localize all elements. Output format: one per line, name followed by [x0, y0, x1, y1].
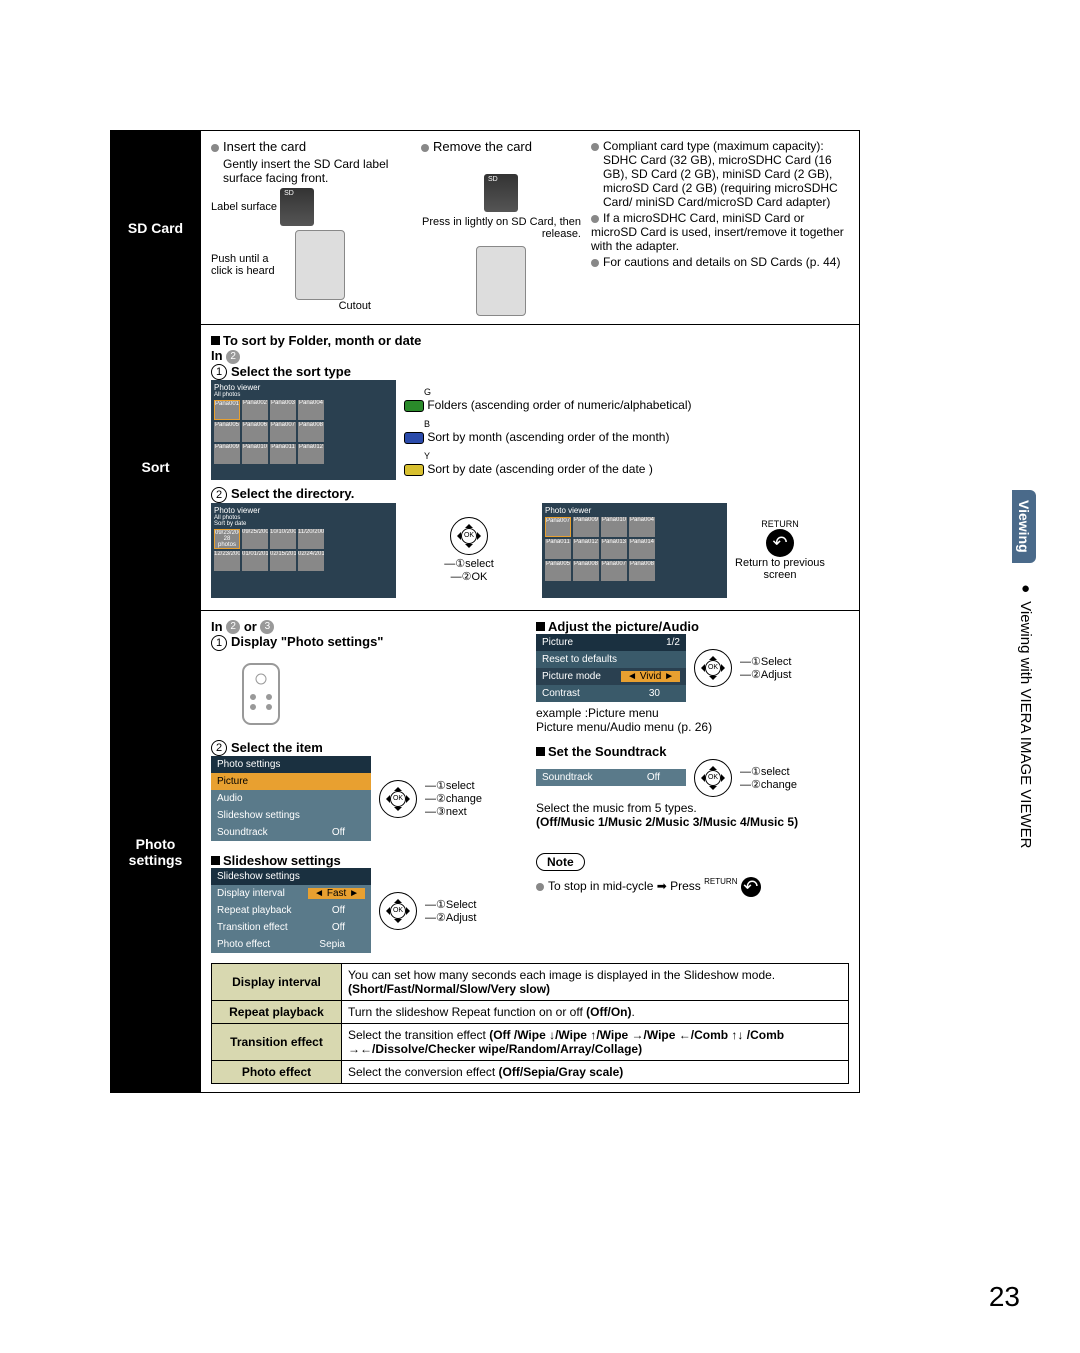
nav-ok-button-5[interactable] — [379, 892, 417, 930]
soundtrack-menu: SoundtrackOff — [536, 769, 686, 786]
pic-select: Select — [761, 656, 792, 668]
return-label: RETURN — [735, 519, 825, 529]
month-sort: Sort by month (ascending order of the mo… — [427, 430, 669, 444]
st-change: change — [761, 779, 797, 791]
push-text: Push until a click is heard — [211, 253, 291, 277]
page-number: 23 — [989, 1281, 1020, 1313]
sd-card-icon — [280, 188, 314, 226]
slideshow-heading: Slideshow settings — [223, 853, 341, 868]
nav-ok-button-3[interactable] — [694, 649, 732, 687]
pe-bold: (Off/Sepia/Gray scale) — [499, 1065, 624, 1079]
menu-ref: Picture menu/Audio menu (p. 26) — [536, 720, 849, 734]
sort-step1: Select the sort type — [231, 364, 351, 379]
sort-screen-2: Photo viewer All photos Sort by date 09/… — [211, 503, 396, 598]
slideshow-menu: Slideshow settings Display interval ◄ Fa… — [211, 868, 371, 953]
circled-1b: 1 — [211, 635, 227, 651]
sd-card-icon-2 — [484, 174, 518, 212]
cautions-ref: For cautions and details on SD Cards (p.… — [603, 255, 840, 269]
st-select: select — [761, 766, 790, 778]
yellow-button[interactable] — [404, 464, 424, 476]
y-key-label: Y — [424, 451, 430, 461]
step-ref-3: 3 — [260, 620, 274, 634]
date-sort: Sort by date (ascending order of the dat… — [427, 462, 652, 476]
di-bold: (Short/Fast/Normal/Slow/Very slow) — [348, 982, 550, 996]
display-settings: Display "Photo settings" — [231, 634, 383, 649]
sd-slot-illustration-2 — [476, 246, 526, 316]
return-button-2[interactable] — [741, 877, 761, 897]
st-text2: (Off/Music 1/Music 2/Music 3/Music 4/Mus… — [536, 815, 798, 829]
note-press: Press — [670, 880, 701, 894]
te-text: Select the transition effect — [348, 1028, 489, 1042]
folders-sort: Folders (ascending order of numeric/alph… — [427, 398, 691, 412]
g-key-label: G — [424, 387, 431, 397]
note-return-label: RETURN — [704, 877, 737, 886]
pe-header: Photo effect — [212, 1061, 342, 1084]
photo-settings-label: Photo settings — [111, 611, 201, 1093]
di-header: Display interval — [212, 964, 342, 1001]
sort-step2: Select the directory. — [231, 486, 354, 501]
sort-label: Sort — [111, 325, 201, 610]
nav-ok-button[interactable] — [450, 517, 488, 555]
return-text: Return to previous screen — [735, 557, 825, 581]
nav-ok-button-4[interactable] — [694, 759, 732, 797]
note-text: To stop in mid-cycle — [548, 880, 653, 894]
b-key-label: B — [424, 419, 430, 429]
circled-1: 1 — [211, 364, 227, 380]
return-button[interactable] — [766, 529, 794, 557]
adjust-heading: Adjust the picture/Audio — [548, 619, 699, 634]
photo-settings-menu: Photo settings Picture Audio Slideshow s… — [211, 756, 371, 841]
photo-in: In — [211, 619, 223, 634]
nav-change: change — [446, 793, 482, 805]
remove-heading: Remove the card — [433, 139, 532, 154]
side-text: ● Viewing with VIERA IMAGE VIEWER — [1017, 580, 1034, 848]
nav-select-2: select — [446, 780, 475, 792]
compliant-heading: Compliant card type (maximum capacity): — [603, 139, 824, 153]
note-badge: Note — [536, 853, 585, 871]
soundtrack-heading: Set the Soundtrack — [548, 744, 666, 759]
step-ref-2: 2 — [226, 350, 240, 364]
nav-next: next — [446, 806, 467, 818]
step-ref-2b: 2 — [226, 620, 240, 634]
green-button[interactable] — [404, 400, 424, 412]
picture-menu: Picture1/2 Reset to defaults Picture mod… — [536, 634, 686, 702]
rp-text: Turn the slideshow Repeat function on or… — [348, 1005, 586, 1019]
sort-screen-1: Photo viewer All photos Pana001Pana002Pa… — [211, 380, 396, 480]
st-text1: Select the music from 5 types. — [536, 801, 849, 815]
adapter-note: If a microSDHC Card, miniSD Card or micr… — [591, 211, 844, 253]
te-header: Transition effect — [212, 1024, 342, 1061]
remove-body: Press in lightly on SD Card, then releas… — [421, 216, 581, 240]
sort-in: In — [211, 348, 223, 363]
sd-slot-illustration — [295, 230, 345, 300]
di-text: You can set how many seconds each image … — [348, 968, 775, 982]
slideshow-options-table: Display interval You can set how many se… — [211, 963, 849, 1084]
nav-ok-button-2[interactable] — [379, 780, 417, 818]
rp-bold: (Off/On) — [586, 1005, 631, 1019]
blue-button[interactable] — [404, 432, 424, 444]
circled-2: 2 — [211, 487, 227, 503]
ss-select: Select — [446, 899, 477, 911]
label-surface: Label surface — [211, 188, 411, 226]
cutout-label: Cutout — [211, 300, 371, 312]
rp-header: Repeat playback — [212, 1001, 342, 1024]
pic-adjust: Adjust — [761, 669, 792, 681]
example-text: example :Picture menu — [536, 706, 849, 720]
pe-text: Select the conversion effect — [348, 1065, 499, 1079]
sort-screen-3: Photo viewer Pana007Pana009Pana010Pana00… — [542, 503, 727, 598]
select-item: Select the item — [231, 740, 323, 755]
ss-adjust: Adjust — [446, 912, 477, 924]
side-tab: Viewing — [1012, 490, 1036, 563]
compliant-body: SDHC Card (32 GB), microSDHC Card (16 GB… — [603, 153, 849, 209]
sdcard-label: SD Card — [111, 131, 201, 324]
nav-ok: OK — [471, 571, 487, 583]
circled-2b: 2 — [211, 740, 227, 756]
sort-heading: To sort by Folder, month or date — [223, 333, 421, 348]
photo-or: or — [244, 619, 257, 634]
insert-body: Gently insert the SD Card label surface … — [223, 157, 411, 185]
insert-heading: Insert the card — [223, 139, 306, 154]
remote-icon — [231, 659, 291, 729]
nav-select: select — [465, 558, 494, 570]
